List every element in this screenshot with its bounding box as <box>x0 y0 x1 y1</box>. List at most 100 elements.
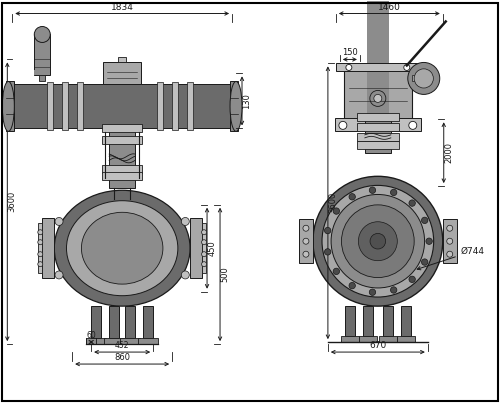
Circle shape <box>55 271 63 279</box>
Circle shape <box>38 252 43 257</box>
Circle shape <box>202 230 206 235</box>
Circle shape <box>38 230 43 235</box>
Bar <box>120 338 140 344</box>
Circle shape <box>390 287 397 293</box>
Circle shape <box>331 195 424 288</box>
Circle shape <box>202 240 206 245</box>
Text: 150: 150 <box>342 48 357 58</box>
Circle shape <box>370 187 376 193</box>
Circle shape <box>182 271 190 279</box>
Text: 452: 452 <box>115 341 130 350</box>
Bar <box>40 75 46 81</box>
Circle shape <box>414 69 434 88</box>
Circle shape <box>333 208 340 214</box>
Text: 3600: 3600 <box>7 191 16 212</box>
Bar <box>157 83 163 130</box>
Polygon shape <box>6 81 14 131</box>
Bar <box>172 83 178 130</box>
Bar <box>345 306 355 336</box>
Text: Ø744: Ø744 <box>417 247 484 270</box>
Polygon shape <box>202 223 206 273</box>
Polygon shape <box>190 218 202 278</box>
Bar <box>138 338 158 344</box>
Circle shape <box>313 176 442 306</box>
Circle shape <box>446 251 452 257</box>
Text: 130: 130 <box>242 93 252 109</box>
Bar <box>102 125 142 132</box>
Circle shape <box>324 249 331 255</box>
Circle shape <box>349 283 356 289</box>
Circle shape <box>404 64 410 71</box>
Bar <box>103 62 141 84</box>
Circle shape <box>409 121 417 129</box>
Bar <box>12 84 232 129</box>
Ellipse shape <box>34 27 50 42</box>
Polygon shape <box>442 219 456 263</box>
Bar <box>118 58 126 62</box>
Polygon shape <box>299 219 313 263</box>
Circle shape <box>374 94 382 102</box>
Circle shape <box>349 193 356 200</box>
Bar <box>359 336 377 342</box>
Bar <box>357 123 399 131</box>
Circle shape <box>182 218 190 225</box>
Circle shape <box>346 64 352 71</box>
Bar <box>109 306 119 338</box>
Polygon shape <box>230 81 238 131</box>
Circle shape <box>324 227 331 234</box>
Bar <box>91 306 101 338</box>
Text: 670: 670 <box>369 341 386 350</box>
Bar <box>102 165 142 173</box>
Bar <box>77 83 83 130</box>
Bar <box>401 306 411 336</box>
Circle shape <box>446 238 452 244</box>
Ellipse shape <box>2 81 14 131</box>
Bar <box>34 71 50 75</box>
Bar <box>336 63 420 71</box>
Bar <box>48 83 54 130</box>
Bar <box>357 113 399 121</box>
Bar <box>34 35 50 75</box>
Text: 860: 860 <box>114 353 130 362</box>
Circle shape <box>409 276 416 283</box>
Circle shape <box>55 218 63 225</box>
Polygon shape <box>42 218 54 278</box>
Bar <box>341 336 359 342</box>
Circle shape <box>333 268 340 274</box>
Polygon shape <box>38 223 42 273</box>
Circle shape <box>426 238 432 244</box>
Bar <box>367 0 389 153</box>
Text: 60: 60 <box>86 331 96 340</box>
Bar <box>187 83 193 130</box>
Circle shape <box>446 225 452 231</box>
Circle shape <box>339 121 347 129</box>
Circle shape <box>358 222 398 261</box>
Text: 500: 500 <box>220 266 230 282</box>
Circle shape <box>370 289 376 295</box>
Circle shape <box>409 200 416 206</box>
Circle shape <box>422 217 428 224</box>
Bar <box>102 136 142 144</box>
Bar <box>125 306 135 338</box>
Bar <box>397 336 415 342</box>
Text: 3600: 3600 <box>328 192 338 214</box>
Bar <box>344 67 412 119</box>
Polygon shape <box>335 118 365 131</box>
Ellipse shape <box>54 190 190 306</box>
Circle shape <box>38 262 43 267</box>
Circle shape <box>370 233 386 249</box>
Bar <box>363 306 373 336</box>
Bar <box>412 75 424 81</box>
Ellipse shape <box>230 81 242 131</box>
Polygon shape <box>391 118 421 131</box>
Ellipse shape <box>82 212 163 284</box>
Bar <box>86 338 106 344</box>
Text: 1834: 1834 <box>110 2 134 12</box>
Bar <box>109 129 135 188</box>
Text: 450: 450 <box>208 240 216 256</box>
Circle shape <box>370 90 386 106</box>
Text: 1460: 1460 <box>378 2 401 12</box>
Bar <box>383 306 393 336</box>
Circle shape <box>342 205 414 278</box>
Bar <box>143 306 153 338</box>
